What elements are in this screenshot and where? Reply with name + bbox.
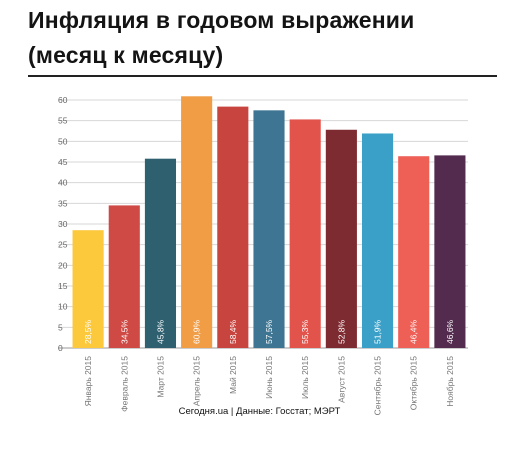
- bar: [108, 205, 140, 348]
- y-tick-label: 15: [58, 281, 68, 291]
- x-tick-label: Март 2015: [155, 356, 165, 398]
- x-tick-label: Май 2015: [228, 356, 238, 394]
- bar-data-label: 34,5%: [119, 319, 129, 344]
- chart-title-line-1: Инфляция в годовом выражении: [28, 7, 415, 33]
- y-tick-label: 50: [58, 136, 68, 146]
- bar-data-label: 46,4%: [409, 319, 419, 344]
- x-tick-label: Сентябрь 2015: [373, 356, 383, 416]
- x-tick-label: Июль 2015: [300, 356, 310, 399]
- x-tick-label: Январь 2015: [83, 356, 93, 407]
- y-tick-label: 60: [58, 95, 68, 105]
- bar-data-label: 46,6%: [445, 319, 455, 344]
- bar: [217, 106, 249, 348]
- x-tick-label: Октябрь 2015: [409, 356, 419, 410]
- y-tick-label: 55: [58, 116, 68, 126]
- bar: [144, 158, 177, 348]
- y-tick-label: 45: [58, 157, 68, 167]
- bar-data-label: 51,9%: [373, 319, 383, 344]
- bar-data-label: 55,3%: [300, 319, 310, 344]
- y-tick-label: 30: [58, 219, 68, 229]
- bar: [253, 110, 285, 348]
- bar: [289, 119, 321, 348]
- x-tick-label: Февраль 2015: [119, 356, 129, 412]
- bar-data-label: 60,9%: [192, 319, 202, 344]
- y-tick-label: 5: [58, 322, 63, 332]
- x-tick-label: Ноябрь 2015: [445, 356, 455, 407]
- bar-data-label: 45,8%: [155, 319, 165, 344]
- y-tick-label: 40: [58, 178, 68, 188]
- chart-title-line-2: (месяц к месяцу): [28, 42, 224, 68]
- bar-data-label: 58,4%: [228, 319, 238, 344]
- x-tick-label: Июнь 2015: [264, 356, 274, 399]
- bar: [181, 96, 213, 348]
- title-divider: [28, 75, 497, 77]
- bar: [398, 156, 430, 348]
- bar: [434, 155, 466, 348]
- bar-data-label: 52,8%: [336, 319, 346, 344]
- bar: [361, 133, 394, 348]
- bar: [72, 230, 104, 348]
- y-tick-label: 25: [58, 240, 68, 250]
- x-tick-label: Апрель 2015: [192, 356, 202, 406]
- bar: [325, 129, 357, 348]
- bar-data-label: 57,5%: [264, 319, 274, 344]
- y-tick-label: 20: [58, 260, 68, 270]
- bar-data-label: 28,5%: [83, 319, 93, 344]
- y-tick-label: 0: [58, 343, 63, 353]
- x-tick-label: Август 2015: [336, 356, 346, 403]
- y-tick-label: 10: [58, 302, 68, 312]
- source-caption: Сегодня.ua | Данные: Госстат; МЭРТ: [178, 406, 341, 417]
- y-tick-label: 35: [58, 198, 68, 208]
